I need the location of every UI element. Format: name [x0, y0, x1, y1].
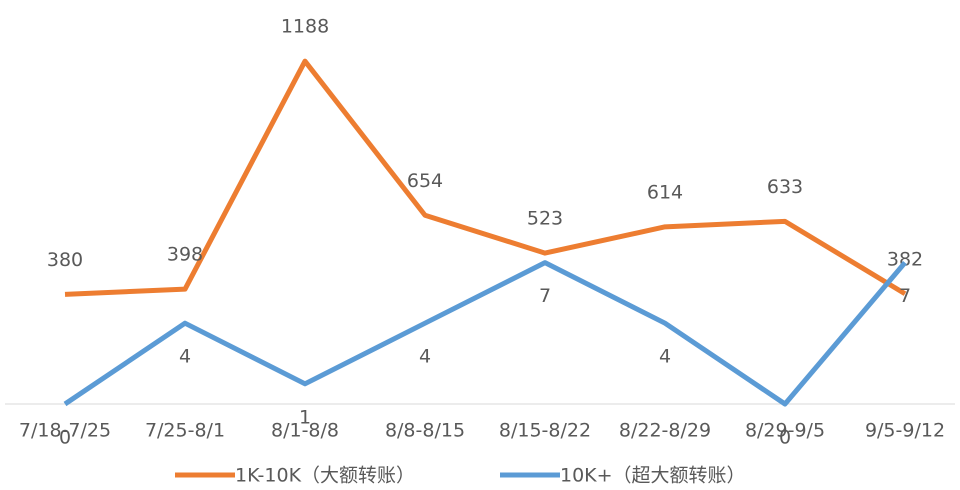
data-label: 7 — [539, 285, 551, 307]
x-tick-label: 7/25-8/1 — [145, 420, 225, 442]
legend-label: 10K+（超大额转账） — [560, 465, 746, 487]
data-label: 633 — [767, 176, 803, 198]
data-label: 654 — [407, 170, 443, 192]
data-label: 0 — [779, 427, 791, 449]
x-tick-label: 9/5-9/12 — [865, 420, 945, 442]
data-label: 1188 — [281, 16, 329, 38]
x-tick-label: 8/22-8/29 — [619, 420, 711, 442]
x-tick-label: 8/1-8/8 — [271, 420, 339, 442]
x-tick-label: 8/8-8/15 — [385, 420, 465, 442]
data-label: 382 — [887, 248, 923, 270]
data-label: 4 — [179, 346, 191, 368]
x-tick-label: 8/15-8/22 — [499, 420, 591, 442]
x-tick-label: 7/18-7/25 — [19, 420, 111, 442]
x-tick-label: 8/29-9/5 — [745, 420, 825, 442]
data-label: 1 — [299, 406, 311, 428]
data-label: 523 — [527, 208, 563, 230]
line-series — [64, 58, 907, 297]
data-label: 7 — [899, 285, 911, 307]
line-series — [63, 260, 907, 407]
data-label: 4 — [659, 346, 671, 368]
data-label: 380 — [47, 249, 83, 271]
data-label: 614 — [647, 181, 683, 203]
data-label: 398 — [167, 244, 203, 266]
data-label: 0 — [59, 427, 71, 449]
data-label: 4 — [419, 346, 431, 368]
legend-label: 1K-10K（大额转账） — [235, 465, 415, 487]
